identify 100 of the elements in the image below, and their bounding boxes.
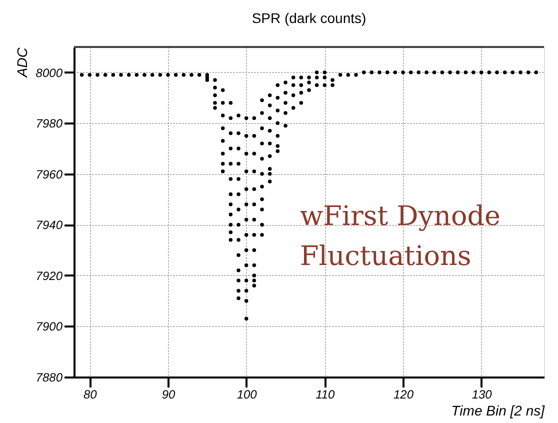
point bbox=[252, 232, 256, 237]
x-tick-label: 100 bbox=[236, 388, 258, 402]
point bbox=[284, 111, 288, 115]
point bbox=[252, 284, 256, 288]
x-tick-label: 110 bbox=[316, 388, 336, 402]
point bbox=[228, 212, 233, 216]
point bbox=[299, 83, 304, 87]
point bbox=[205, 78, 210, 82]
point bbox=[228, 192, 233, 196]
point bbox=[220, 139, 225, 143]
point bbox=[150, 73, 154, 77]
point bbox=[276, 121, 280, 126]
point bbox=[322, 83, 327, 87]
point bbox=[190, 73, 194, 77]
point bbox=[448, 70, 452, 74]
point bbox=[276, 108, 280, 112]
point bbox=[244, 202, 248, 206]
point bbox=[472, 70, 476, 74]
point bbox=[268, 166, 272, 171]
point bbox=[236, 238, 240, 242]
point bbox=[268, 154, 272, 158]
point bbox=[244, 170, 248, 174]
point bbox=[260, 208, 264, 212]
point bbox=[244, 116, 248, 120]
point bbox=[236, 253, 240, 258]
point bbox=[213, 93, 217, 98]
point bbox=[244, 263, 248, 268]
point bbox=[244, 288, 248, 293]
point bbox=[228, 100, 233, 105]
point bbox=[103, 73, 108, 77]
point bbox=[346, 73, 350, 77]
point bbox=[236, 114, 240, 118]
point bbox=[291, 93, 296, 98]
point bbox=[518, 70, 522, 74]
point bbox=[252, 278, 256, 282]
point bbox=[252, 116, 256, 120]
point bbox=[96, 73, 100, 77]
point bbox=[244, 232, 248, 237]
point bbox=[252, 134, 256, 138]
point bbox=[393, 70, 398, 74]
point bbox=[534, 70, 538, 74]
point bbox=[268, 116, 272, 120]
point bbox=[228, 162, 233, 166]
point bbox=[182, 73, 186, 77]
point bbox=[260, 126, 264, 130]
point bbox=[291, 106, 296, 110]
point bbox=[268, 128, 272, 133]
y-tick-label: 8000 bbox=[36, 66, 63, 80]
point bbox=[276, 149, 280, 153]
point bbox=[244, 152, 248, 156]
point bbox=[338, 73, 342, 77]
annotation: wFirst Dynode Fluctuations bbox=[300, 201, 500, 272]
y-tick-label: 7940 bbox=[36, 218, 63, 232]
point bbox=[314, 70, 319, 74]
point bbox=[228, 222, 233, 227]
point bbox=[228, 202, 233, 206]
point bbox=[276, 96, 280, 100]
y-tick-label: 7920 bbox=[36, 268, 63, 283]
point bbox=[456, 70, 460, 74]
point bbox=[252, 152, 256, 156]
chart-title: SPR (dark counts) bbox=[252, 10, 366, 26]
point bbox=[213, 100, 217, 105]
point bbox=[401, 70, 405, 74]
point bbox=[244, 134, 248, 138]
point bbox=[307, 80, 311, 84]
point bbox=[220, 88, 225, 92]
point bbox=[158, 73, 162, 77]
point bbox=[142, 73, 146, 77]
point bbox=[228, 238, 233, 242]
point bbox=[197, 73, 202, 77]
point bbox=[268, 142, 272, 146]
point bbox=[378, 70, 382, 74]
point bbox=[236, 288, 240, 293]
point bbox=[370, 70, 374, 74]
point bbox=[220, 114, 225, 118]
y-tick-label: 7960 bbox=[36, 167, 63, 182]
point bbox=[385, 70, 390, 74]
point bbox=[119, 73, 123, 77]
point bbox=[111, 73, 116, 77]
point bbox=[80, 73, 84, 77]
point bbox=[228, 146, 233, 150]
point bbox=[276, 83, 280, 87]
point bbox=[330, 83, 334, 87]
point bbox=[268, 104, 272, 108]
point bbox=[252, 170, 256, 174]
point bbox=[244, 278, 248, 282]
point bbox=[424, 70, 428, 74]
point bbox=[284, 90, 288, 95]
point bbox=[260, 172, 264, 176]
point bbox=[354, 73, 358, 77]
point bbox=[495, 70, 499, 74]
point bbox=[260, 184, 264, 188]
point bbox=[244, 187, 248, 192]
point bbox=[416, 70, 421, 74]
point bbox=[260, 222, 264, 227]
point bbox=[228, 177, 233, 181]
point bbox=[276, 134, 280, 138]
point bbox=[268, 93, 272, 98]
point bbox=[252, 218, 256, 222]
point bbox=[291, 76, 296, 80]
